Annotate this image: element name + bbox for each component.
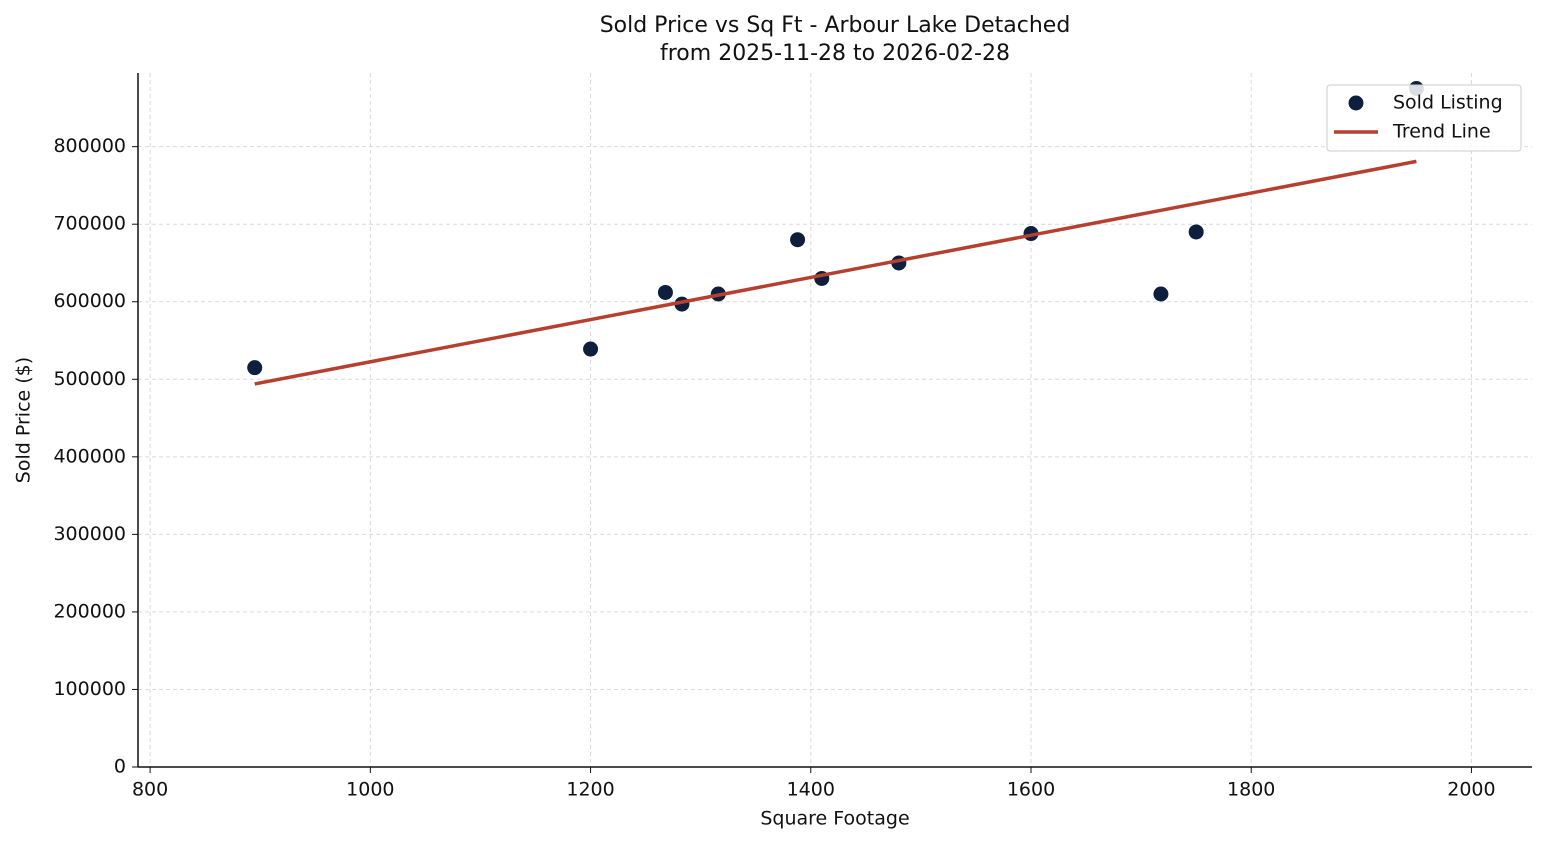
x-tick-label: 1800 bbox=[1227, 779, 1275, 801]
x-tick-label: 1200 bbox=[566, 779, 614, 801]
point bbox=[790, 232, 806, 248]
y-tick-label: 500000 bbox=[53, 368, 126, 390]
x-tick-label: 800 bbox=[132, 779, 168, 801]
y-tick-label: 700000 bbox=[53, 213, 126, 235]
y-tick-label: 300000 bbox=[53, 523, 126, 545]
y-tick-label: 800000 bbox=[53, 135, 126, 157]
point bbox=[1188, 224, 1204, 240]
point bbox=[247, 360, 263, 376]
x-tick-label: 1600 bbox=[1007, 779, 1055, 801]
point bbox=[583, 341, 599, 357]
point bbox=[657, 284, 673, 300]
legend-label: Sold Listing bbox=[1393, 92, 1503, 114]
x-tick-label: 1000 bbox=[346, 779, 394, 801]
x-tick-label: 2000 bbox=[1447, 779, 1495, 801]
y-tick-label: 400000 bbox=[53, 445, 126, 467]
y-tick-label: 0 bbox=[114, 756, 126, 778]
chart-subtitle: from 2025-11-28 to 2026-02-28 bbox=[660, 41, 1010, 66]
point bbox=[1153, 286, 1169, 302]
x-tick-label: 1400 bbox=[787, 779, 835, 801]
legend-box bbox=[1326, 84, 1522, 152]
x-axis-label: Square Footage bbox=[760, 808, 909, 830]
legend-marker bbox=[1348, 95, 1364, 111]
trend-line bbox=[254, 159, 1417, 386]
y-tick-label: 100000 bbox=[53, 678, 126, 700]
y-tick-label: 600000 bbox=[53, 290, 126, 312]
chart-title: Sold Price vs Sq Ft - Arbour Lake Detach… bbox=[600, 13, 1071, 38]
y-axis-label: Sold Price ($) bbox=[13, 357, 35, 483]
legend-label: Trend Line bbox=[1392, 121, 1491, 143]
y-tick-label: 200000 bbox=[53, 600, 126, 622]
